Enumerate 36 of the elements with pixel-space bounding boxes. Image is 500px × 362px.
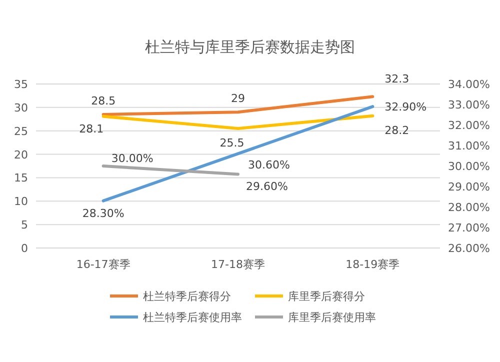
y-tick-label: 35 <box>14 78 28 91</box>
legend-label: 库里季后赛使用率 <box>288 311 376 324</box>
y-tick-label: 30 <box>14 101 28 114</box>
y2-tick-label: 27.00% <box>448 222 490 234</box>
y2-tick-label: 31.00% <box>448 140 490 152</box>
y2-tick-label: 34.00% <box>448 78 490 91</box>
legend-label: 杜兰特季后赛使用率 <box>143 311 242 324</box>
legend-label: 杜兰特季后赛得分 <box>143 290 231 303</box>
y-tick-label: 5 <box>21 218 28 232</box>
y-tick-label: 15 <box>14 172 28 185</box>
legend-label: 库里季后赛得分 <box>288 290 365 303</box>
data-label: 32.90% <box>384 100 427 114</box>
y2-tick-label: 29.00% <box>448 180 490 194</box>
y2-tick-label: 26.00% <box>448 242 490 255</box>
data-label: 30.00% <box>111 152 154 165</box>
data-label: 28.30% <box>82 206 124 220</box>
x-tick-label: 18-19赛季 <box>346 258 400 271</box>
y2-tick-label: 28.00% <box>448 201 490 214</box>
data-label: 30.60% <box>248 158 290 172</box>
y-tick-label: 0 <box>21 242 28 255</box>
data-label: 29 <box>231 92 245 106</box>
y-tick-label: 10 <box>14 195 28 208</box>
data-label: 28.2 <box>384 124 410 137</box>
x-tick-label: 16-17赛季 <box>76 258 130 271</box>
y2-tick-label: 32.00% <box>448 119 490 132</box>
y2-tick-label: 30.00% <box>448 160 490 173</box>
y-tick-label: 20 <box>14 148 28 162</box>
data-label: 32.3 <box>384 72 410 86</box>
data-label: 28.5 <box>91 94 116 108</box>
data-label: 25.5 <box>220 136 244 150</box>
chart-title: 杜兰特与库里季后赛数据走势图 <box>145 38 355 56</box>
data-label: 28.1 <box>79 122 104 136</box>
x-tick-label: 17-18赛季 <box>211 258 265 271</box>
data-label: 29.60% <box>246 180 288 194</box>
y-tick-label: 25 <box>14 124 28 138</box>
y2-tick-label: 33.00% <box>448 98 490 112</box>
